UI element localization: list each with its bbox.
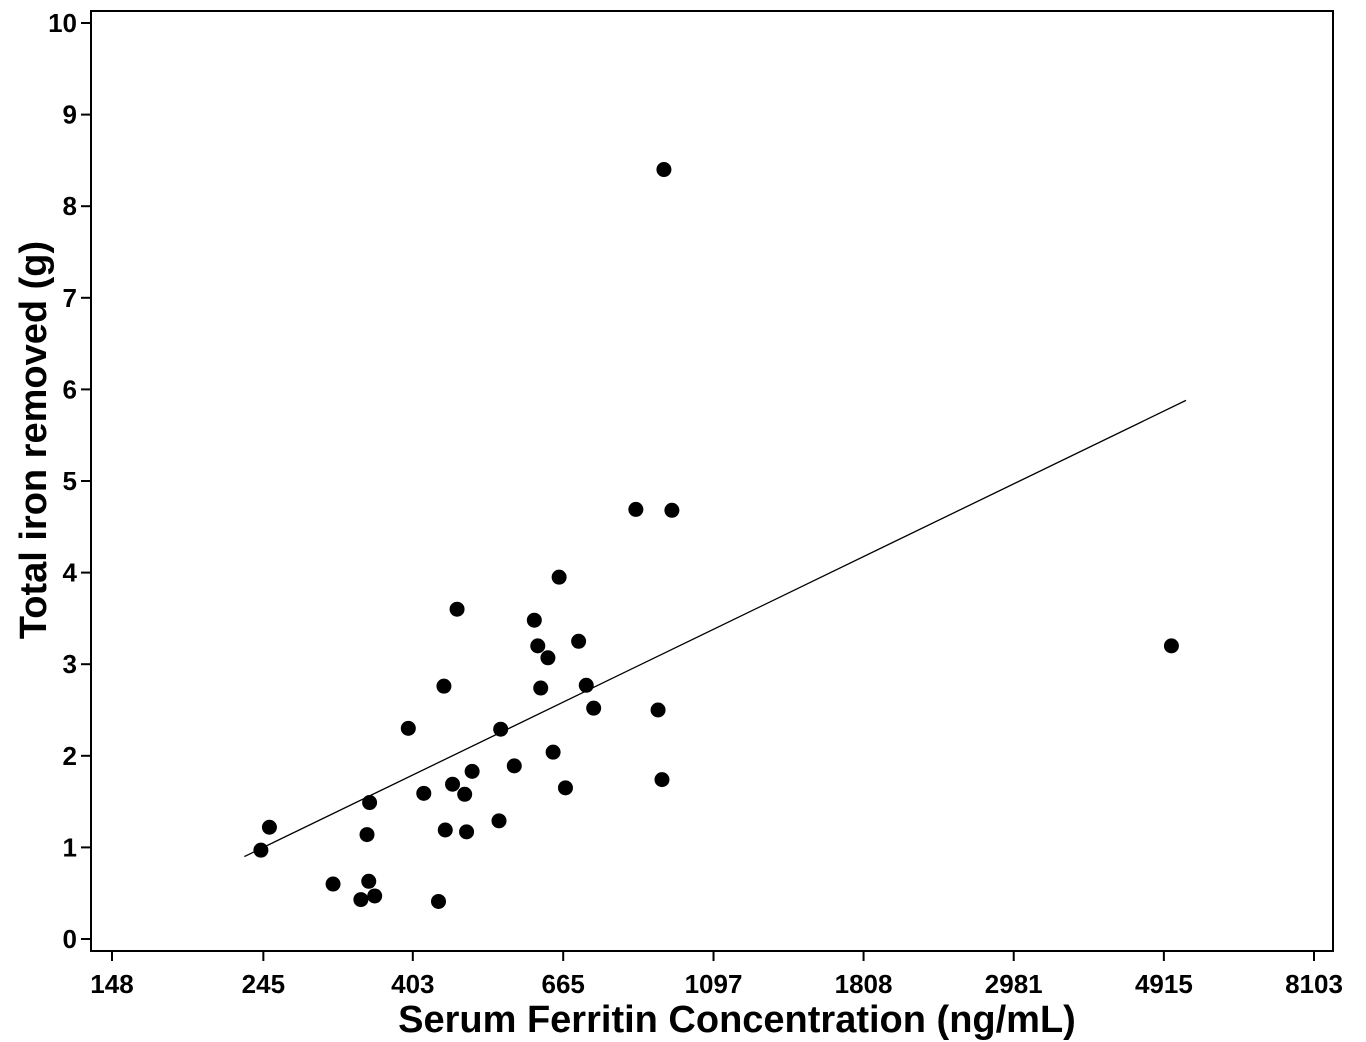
- data-point: [400, 720, 416, 736]
- data-point: [436, 678, 452, 694]
- data-point: [445, 776, 461, 792]
- x-tick-label: 665: [542, 969, 585, 999]
- data-point: [361, 873, 377, 889]
- data-point: [578, 677, 594, 693]
- y-tick-label: 5: [63, 466, 77, 496]
- data-point: [551, 569, 567, 585]
- y-tick-label: 4: [63, 558, 78, 588]
- data-points: [253, 162, 1179, 909]
- y-tick-label: 1: [63, 832, 77, 862]
- x-tick-label: 403: [391, 969, 434, 999]
- y-axis: 0 1 2 3 4 5 6 7 8 9 10: [48, 8, 91, 954]
- y-tick-label: 3: [63, 649, 77, 679]
- data-point: [449, 601, 465, 617]
- data-point: [526, 612, 542, 628]
- x-axis: 148 245 403 665 1097 1808 2981 4915 8103: [90, 951, 1343, 999]
- y-tick-label: 9: [63, 100, 77, 130]
- regression-line: [244, 399, 1187, 858]
- data-point: [459, 824, 475, 840]
- data-point: [437, 822, 453, 838]
- x-tick-label: 1808: [835, 969, 893, 999]
- data-point: [540, 650, 556, 666]
- data-point: [628, 501, 644, 517]
- y-tick-label: 2: [63, 741, 77, 771]
- data-point: [493, 721, 509, 737]
- x-tick-label: 1097: [685, 969, 743, 999]
- plot-frame: [90, 10, 1334, 952]
- data-point: [656, 162, 672, 178]
- data-point: [650, 702, 666, 718]
- data-point: [557, 780, 573, 796]
- data-point: [571, 633, 587, 649]
- data-point: [506, 758, 522, 774]
- x-tick-label: 148: [90, 969, 133, 999]
- y-tick-label: 6: [63, 374, 77, 404]
- data-point: [359, 827, 375, 843]
- data-point: [325, 876, 341, 892]
- data-point: [533, 680, 549, 696]
- data-point: [464, 763, 480, 779]
- data-point: [416, 785, 432, 801]
- y-axis-title: Total iron removed (g): [13, 241, 55, 639]
- x-tick-label: 8103: [1285, 969, 1343, 999]
- y-tick-label: 10: [48, 8, 77, 38]
- data-point: [367, 888, 383, 904]
- data-point: [253, 842, 269, 858]
- data-point: [431, 893, 447, 909]
- data-point: [545, 744, 561, 760]
- data-point: [654, 772, 670, 788]
- x-tick-label: 4915: [1135, 969, 1193, 999]
- data-point: [353, 892, 369, 908]
- x-axis-title: Serum Ferritin Concentration (ng/mL): [398, 999, 1076, 1041]
- x-tick-label: 245: [242, 969, 285, 999]
- y-tick-label: 7: [63, 283, 77, 313]
- data-point: [362, 795, 378, 811]
- data-point: [491, 813, 507, 829]
- x-tick-label: 2981: [985, 969, 1043, 999]
- data-point: [530, 638, 546, 654]
- y-tick-label: 0: [63, 924, 77, 954]
- data-point: [457, 786, 473, 802]
- data-point: [586, 700, 602, 716]
- data-point: [664, 502, 680, 518]
- y-tick-label: 8: [63, 191, 77, 221]
- data-point: [1163, 638, 1179, 654]
- data-point: [261, 819, 277, 835]
